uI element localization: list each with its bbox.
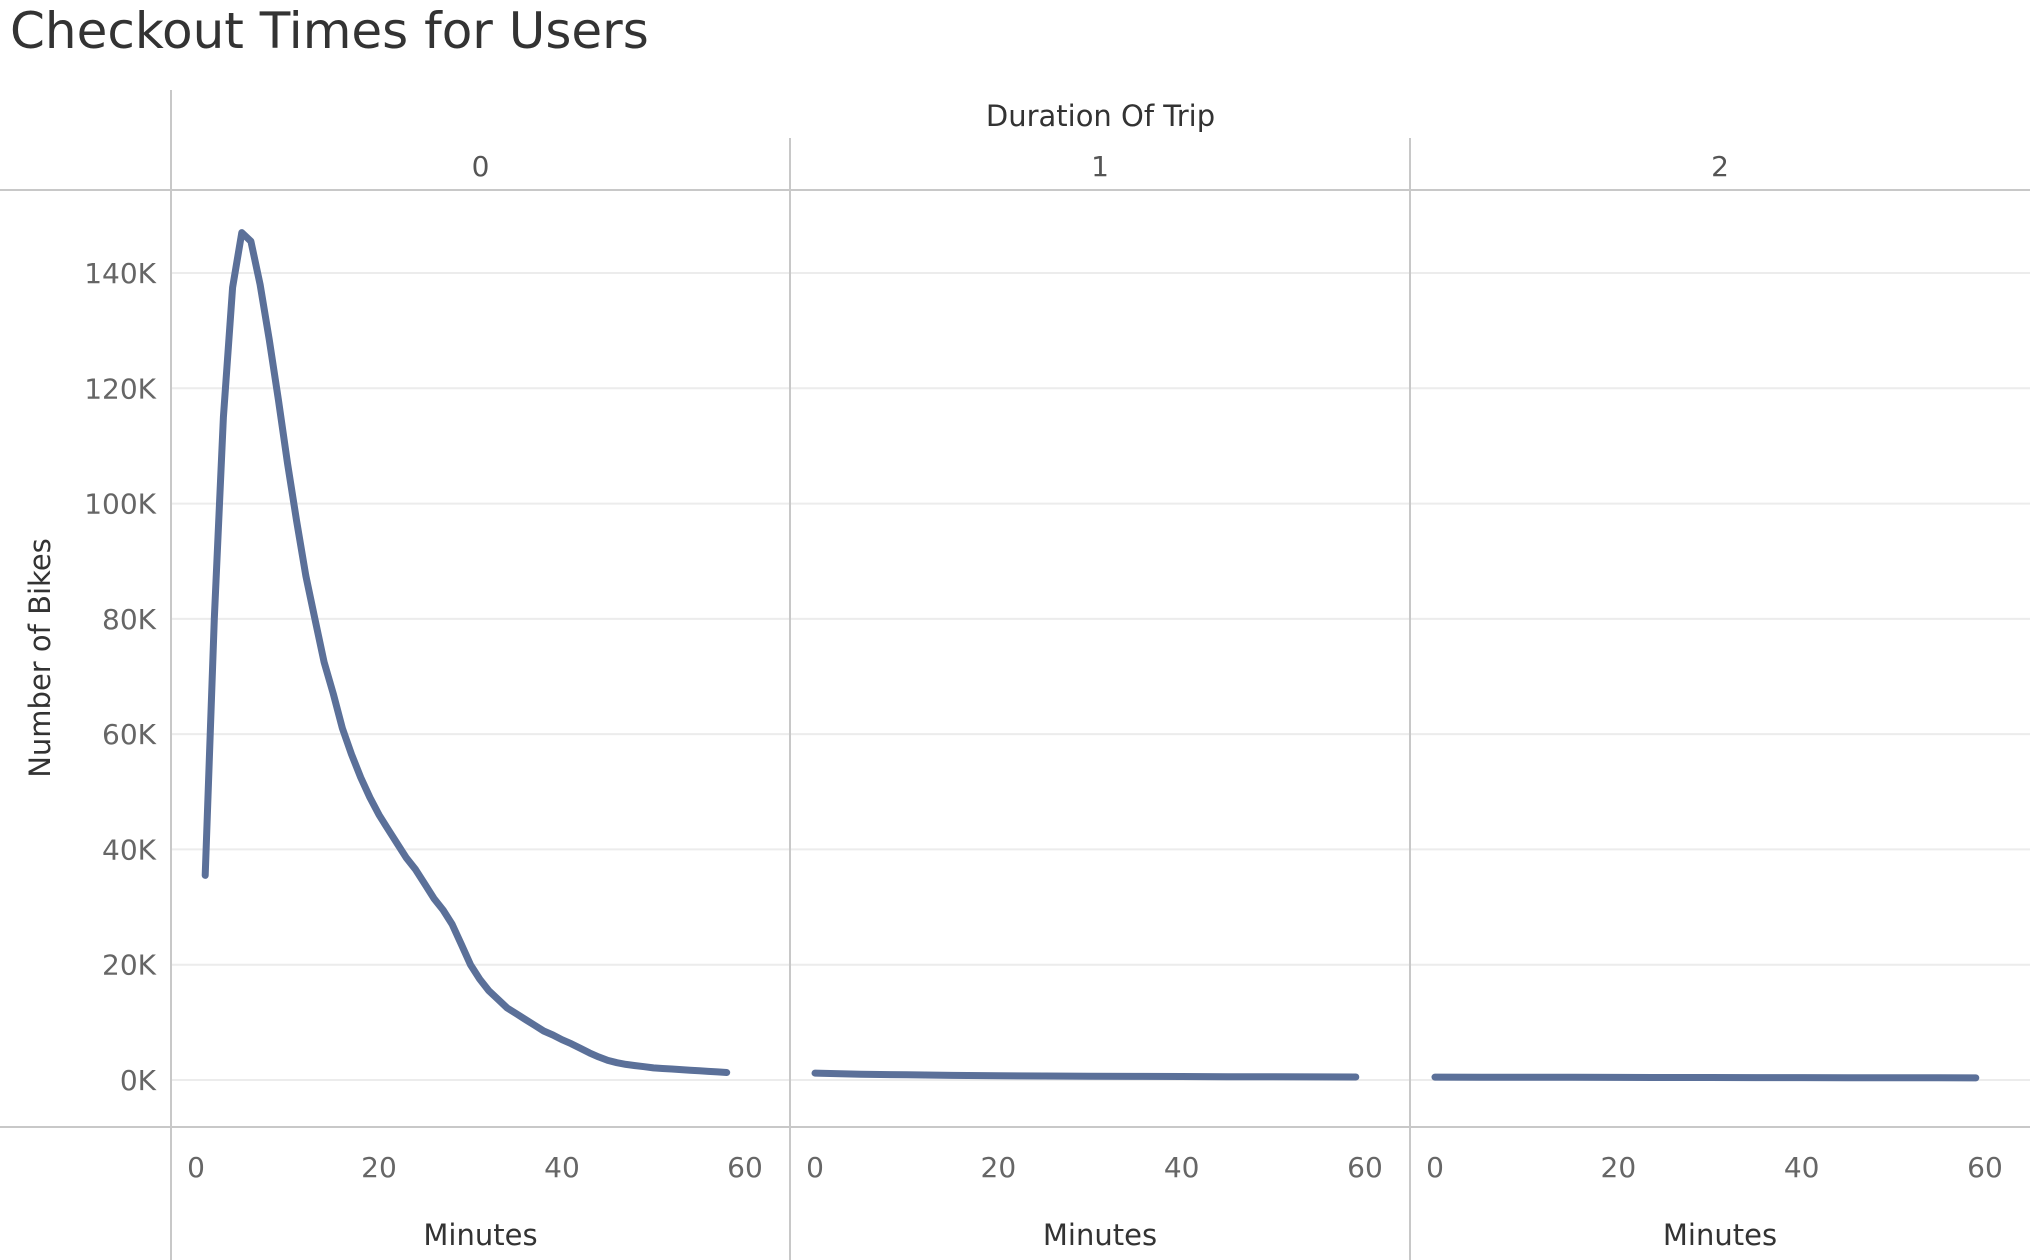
x-tick-label: 0 — [1426, 1151, 1444, 1184]
x-axis: 0 20 40 60 Minutes 0 20 40 60 Minutes 0 20 40 60 Minut… — [187, 1151, 2003, 1252]
panel-header-label: 0 — [472, 150, 490, 183]
y-tick-label: 140K — [84, 257, 156, 290]
chart-title: Checkout Times for Users — [10, 2, 649, 60]
panel-header-label: 1 — [1091, 150, 1109, 183]
series-line-panel-2 — [1431, 1073, 1980, 1082]
x-tick-label: 60 — [1347, 1151, 1383, 1184]
series-line-panel-1 — [811, 1069, 1360, 1081]
panel-header-layer: 0 1 2 — [472, 150, 1729, 183]
x-tick-label: 40 — [1164, 1151, 1200, 1184]
x-tick-label: 40 — [1784, 1151, 1820, 1184]
x-tick-label: 20 — [361, 1151, 397, 1184]
x-tick-label: 20 — [1601, 1151, 1637, 1184]
x-tick-label: 0 — [806, 1151, 824, 1184]
x-tick-label: 0 — [187, 1151, 205, 1184]
x-axis-title: Minutes — [423, 1218, 537, 1252]
y-tick-label: 60K — [102, 718, 157, 751]
frame-layer — [0, 90, 2030, 1260]
y-tick-label: 100K — [84, 488, 156, 521]
y-axis: 0K 20K 40K 60K 80K 100K 120K 140K — [84, 257, 156, 1097]
y-tick-label: 80K — [102, 603, 157, 636]
y-tick-label: 20K — [102, 949, 157, 982]
grid-layer — [171, 272, 2030, 1081]
x-axis-title: Minutes — [1043, 1218, 1157, 1252]
y-tick-label: 0K — [120, 1064, 157, 1097]
panel-header-label: 2 — [1711, 150, 1729, 183]
x-tick-label: 40 — [544, 1151, 580, 1184]
x-tick-label: 60 — [727, 1151, 763, 1184]
x-axis-title: Minutes — [1663, 1218, 1777, 1252]
y-tick-label: 40K — [102, 833, 157, 866]
series-line-panel-0 — [201, 229, 731, 1076]
y-tick-label: 120K — [84, 372, 156, 405]
series-layer — [201, 229, 1980, 1082]
column-header-title: Duration Of Trip — [986, 99, 1215, 133]
x-tick-label: 60 — [1967, 1151, 2003, 1184]
x-tick-label: 20 — [981, 1151, 1017, 1184]
y-axis-title: Number of Bikes — [23, 538, 57, 778]
